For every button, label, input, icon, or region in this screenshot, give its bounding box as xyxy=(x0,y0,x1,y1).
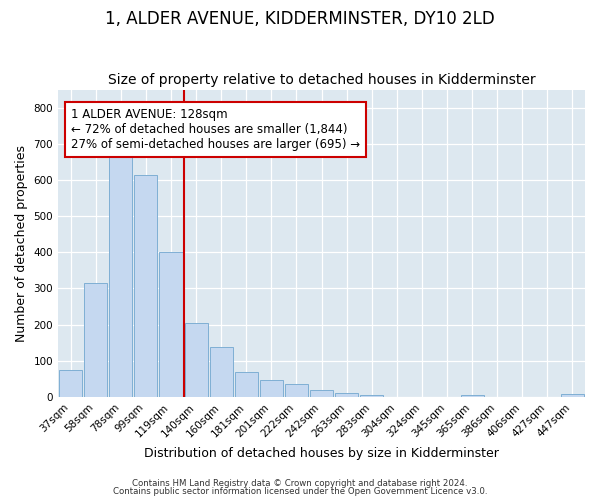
Text: Contains HM Land Registry data © Crown copyright and database right 2024.: Contains HM Land Registry data © Crown c… xyxy=(132,478,468,488)
Bar xyxy=(109,156,133,397)
Title: Size of property relative to detached houses in Kidderminster: Size of property relative to detached ho… xyxy=(108,73,535,87)
Bar xyxy=(561,394,584,397)
Text: Contains public sector information licensed under the Open Government Licence v3: Contains public sector information licen… xyxy=(113,487,487,496)
Bar xyxy=(310,390,333,397)
Bar xyxy=(335,392,358,397)
Bar xyxy=(285,384,308,397)
Bar xyxy=(360,395,383,397)
Bar xyxy=(84,283,107,397)
Bar xyxy=(209,347,233,397)
Bar xyxy=(235,372,258,397)
Bar xyxy=(260,380,283,397)
Bar xyxy=(185,323,208,397)
Y-axis label: Number of detached properties: Number of detached properties xyxy=(15,145,28,342)
Bar xyxy=(461,395,484,397)
Bar xyxy=(59,370,82,397)
Text: 1, ALDER AVENUE, KIDDERMINSTER, DY10 2LD: 1, ALDER AVENUE, KIDDERMINSTER, DY10 2LD xyxy=(105,10,495,28)
Bar xyxy=(134,174,157,397)
X-axis label: Distribution of detached houses by size in Kidderminster: Distribution of detached houses by size … xyxy=(144,447,499,460)
Bar xyxy=(160,252,182,397)
Text: 1 ALDER AVENUE: 128sqm
← 72% of detached houses are smaller (1,844)
27% of semi-: 1 ALDER AVENUE: 128sqm ← 72% of detached… xyxy=(71,108,360,150)
